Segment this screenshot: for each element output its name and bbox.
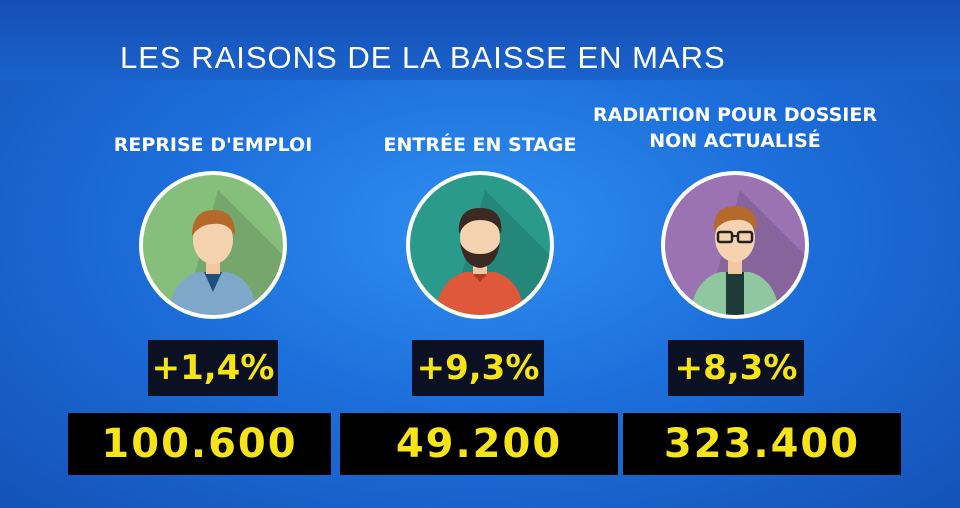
value-box: 100.600 xyxy=(68,413,331,475)
reason-card-entree-stage: ENTRÉE EN STAGE +9,3% 49.200 xyxy=(335,100,625,500)
reason-label: REPRISE D'EMPLOI xyxy=(113,134,313,156)
value-box: 323.400 xyxy=(623,413,901,475)
percentage-badge: +1,4% xyxy=(148,340,278,396)
reason-label-line-2: NON ACTUALISÉ xyxy=(649,130,821,152)
percentage-badge: +8,3% xyxy=(668,340,804,396)
bearded-man-icon xyxy=(406,171,554,319)
reason-card-reprise-emploi: REPRISE D'EMPLOI +1,4% 100.600 xyxy=(68,100,358,500)
page-title: LES RAISONS DE LA BAISSE EN MARS xyxy=(120,40,726,75)
reason-card-radiation: RADIATION POUR DOSSIER NON ACTUALISÉ +8,… xyxy=(590,100,901,500)
percentage-badge: +9,3% xyxy=(412,340,544,396)
value-box: 49.200 xyxy=(340,413,618,475)
reason-label: ENTRÉE EN STAGE xyxy=(383,134,577,156)
reason-label-line-1: RADIATION POUR DOSSIER xyxy=(593,104,877,126)
man-with-glasses-icon xyxy=(661,171,809,319)
man-with-jacket-icon xyxy=(139,171,287,319)
title-band xyxy=(0,0,960,80)
